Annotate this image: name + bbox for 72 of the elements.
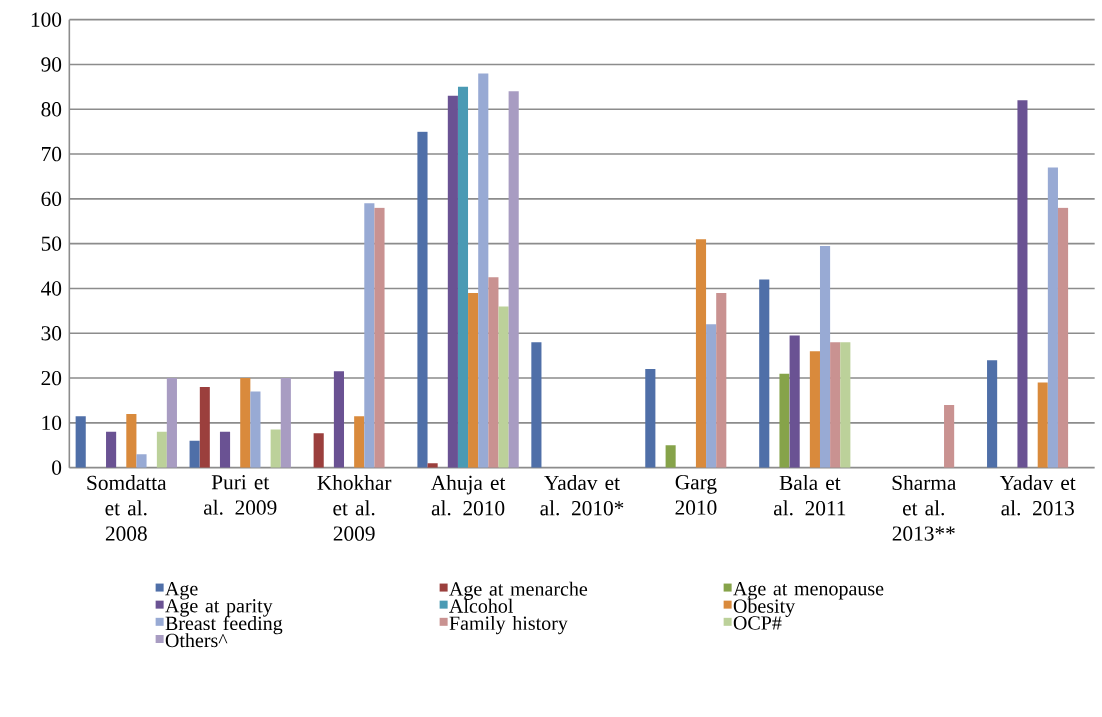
y-tick-label: 90 — [41, 57, 62, 72]
bar — [364, 203, 375, 468]
bar — [417, 131, 428, 468]
legend-label: OCP# — [733, 616, 782, 630]
bar — [374, 207, 385, 468]
bar — [498, 306, 509, 468]
bar — [333, 371, 345, 468]
x-tick-label: Bala et al. 2011 — [773, 475, 846, 516]
x-tick-label: Khokhar et al. 2009 — [317, 475, 392, 541]
x-tick-label: Garg 2010 — [675, 475, 717, 515]
bar — [354, 416, 365, 468]
bar — [1047, 167, 1058, 468]
bar — [106, 431, 117, 468]
bar — [987, 360, 998, 468]
x-tick-label: Somdatta et al. 2008 — [87, 475, 167, 541]
bar — [819, 245, 831, 468]
legend-label: Age at parity — [165, 599, 273, 617]
bar — [189, 440, 200, 468]
bar — [789, 335, 800, 468]
bar — [240, 378, 251, 468]
bar — [531, 342, 542, 468]
legend-label: Others^ — [165, 633, 228, 648]
x-tick-label: Yadav et al. 2013 — [999, 475, 1076, 516]
legend-label: Obesity — [733, 598, 796, 617]
bar — [75, 416, 86, 468]
y-tick-label: 40 — [41, 281, 62, 296]
bar — [665, 445, 676, 468]
bar — [457, 86, 469, 468]
bar — [136, 454, 147, 468]
legend-label: Family history — [449, 615, 568, 635]
bar — [716, 292, 727, 468]
y-tick-label: 20 — [41, 370, 62, 386]
bar — [478, 73, 489, 468]
bar — [779, 373, 790, 468]
x-tick-label: Yadav et al. 2010* — [540, 475, 624, 516]
bar — [313, 433, 324, 468]
bar — [126, 413, 137, 468]
bar — [156, 431, 167, 468]
x-tick-label: Ahuja et al. 2010 — [430, 475, 506, 516]
x-tick-label: Sharma et al. 2013** — [892, 475, 957, 541]
bar — [270, 429, 281, 468]
bar — [280, 378, 291, 468]
bar — [830, 342, 841, 468]
y-tick-label: 60 — [41, 191, 62, 207]
y-tick-label: 0 — [52, 460, 62, 475]
bar — [809, 351, 820, 468]
bar — [199, 387, 210, 468]
bar — [840, 342, 851, 468]
legend-label: Age at menopause — [733, 582, 884, 600]
bar — [1057, 207, 1069, 468]
y-tick-label: 100 — [31, 12, 62, 27]
bar — [250, 391, 261, 468]
y-tick-label: 10 — [42, 415, 62, 431]
legend-label: Age — [165, 582, 198, 600]
x-tick-label: Puri et al. 2009 — [203, 475, 277, 515]
bar — [447, 95, 458, 468]
bar — [219, 431, 231, 468]
bar — [508, 91, 519, 468]
y-tick-label: 30 — [41, 326, 62, 341]
bar — [468, 292, 479, 468]
legend-label: Alcohol — [449, 598, 513, 613]
bar — [706, 324, 717, 468]
bar — [695, 239, 707, 468]
bar — [166, 378, 177, 468]
y-tick-label: 80 — [41, 102, 62, 117]
bar — [944, 404, 955, 468]
bar — [759, 279, 770, 468]
y-tick-label: 70 — [42, 146, 62, 162]
bar — [645, 369, 656, 468]
bar — [488, 277, 499, 468]
y-tick-label: 50 — [41, 236, 62, 251]
bar — [1017, 100, 1028, 468]
